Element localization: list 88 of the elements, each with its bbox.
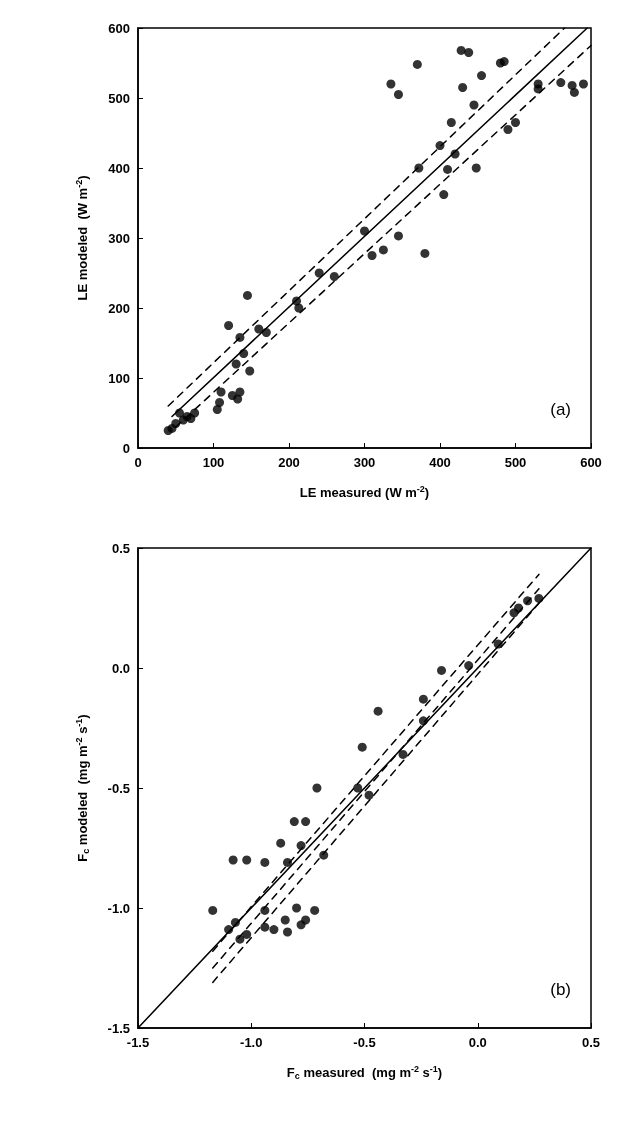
point xyxy=(301,915,311,925)
point xyxy=(569,87,579,97)
point xyxy=(499,57,509,67)
point xyxy=(364,790,374,800)
point xyxy=(216,387,226,397)
y-tick-label: 400 xyxy=(108,160,130,176)
point xyxy=(283,857,292,867)
point xyxy=(254,324,264,334)
point xyxy=(418,694,428,704)
point xyxy=(477,71,487,81)
point xyxy=(260,905,270,915)
point xyxy=(231,359,241,369)
point xyxy=(212,405,222,414)
x-tick-label: 100 xyxy=(202,455,225,470)
point xyxy=(292,903,302,913)
point xyxy=(511,118,520,127)
point xyxy=(503,125,513,134)
point xyxy=(235,387,245,397)
point xyxy=(393,231,403,241)
point xyxy=(190,408,200,418)
point xyxy=(280,915,290,925)
point xyxy=(289,817,299,827)
point xyxy=(439,190,449,200)
y-tick-label: 0 xyxy=(122,440,130,456)
point xyxy=(446,118,456,127)
x-tick-label: -1.5 xyxy=(126,1035,150,1050)
y-tick-label: 0.0 xyxy=(111,660,130,676)
point xyxy=(269,925,279,935)
y-tick-label: 300 xyxy=(108,230,130,246)
x-tick-label: 500 xyxy=(504,455,527,470)
point xyxy=(294,303,304,313)
annotation: (a) xyxy=(550,400,571,419)
point xyxy=(357,742,367,752)
point xyxy=(245,366,255,376)
x-tick-label: 400 xyxy=(429,455,451,470)
point xyxy=(242,929,252,939)
point xyxy=(367,251,377,260)
annotation: (b) xyxy=(550,980,571,999)
y-tick-label: 200 xyxy=(108,300,130,316)
point xyxy=(312,783,322,793)
point xyxy=(437,665,447,675)
x-tick-label: 600 xyxy=(580,455,602,470)
point xyxy=(329,272,339,281)
point xyxy=(458,83,468,92)
x-tick-label: 300 xyxy=(353,455,376,470)
point xyxy=(464,661,474,671)
point xyxy=(373,706,383,716)
x-tick-label: -1.0 xyxy=(240,1035,263,1050)
point xyxy=(228,855,238,865)
x-tick-label: 0.0 xyxy=(468,1035,487,1050)
point xyxy=(260,922,270,932)
point xyxy=(276,838,286,848)
point xyxy=(224,321,234,330)
point xyxy=(208,905,218,915)
y-tick-label: -1.0 xyxy=(107,900,130,916)
point xyxy=(260,857,270,867)
point xyxy=(242,290,252,300)
point xyxy=(398,749,408,759)
point xyxy=(393,90,403,99)
point xyxy=(283,927,292,937)
point xyxy=(469,100,479,110)
point xyxy=(456,45,466,55)
y-tick-label: -1.5 xyxy=(107,1020,130,1036)
point xyxy=(443,164,453,174)
point xyxy=(314,268,324,278)
y-tick-label: 600 xyxy=(108,20,130,36)
point xyxy=(464,48,474,57)
point xyxy=(471,163,481,173)
point xyxy=(242,855,252,865)
x-tick-label: 200 xyxy=(278,455,300,470)
x-tick-label: 0 xyxy=(134,455,142,470)
point xyxy=(353,783,363,793)
point xyxy=(233,394,243,404)
y-tick-label: -0.5 xyxy=(107,780,130,796)
x-tick-label: -0.5 xyxy=(353,1035,376,1050)
point xyxy=(412,59,422,69)
point xyxy=(420,248,430,258)
point xyxy=(556,78,566,88)
y-tick-label: 0.5 xyxy=(111,540,130,556)
y-tick-label: 100 xyxy=(108,370,130,386)
y-tick-label: 500 xyxy=(108,90,130,106)
x-tick-label: 0.5 xyxy=(581,1035,601,1050)
point xyxy=(215,398,225,407)
point xyxy=(310,905,320,915)
point xyxy=(301,817,311,827)
point xyxy=(578,79,588,89)
point xyxy=(386,79,396,89)
point xyxy=(378,245,388,255)
